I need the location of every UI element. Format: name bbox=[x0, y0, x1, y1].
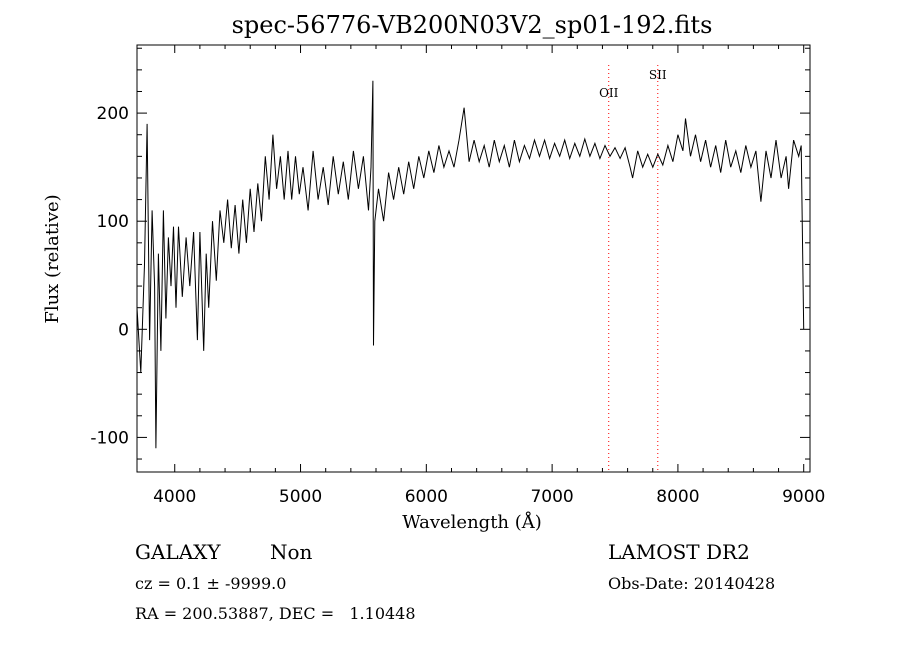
y-axis-label: Flux (relative) bbox=[42, 194, 63, 323]
spectrum-line bbox=[136, 80, 805, 449]
object-class: GALAXY bbox=[135, 540, 221, 564]
observation-date: Obs-Date: 20140428 bbox=[608, 574, 776, 593]
emission-line-label: SII bbox=[649, 68, 667, 82]
x-tick-label: 6000 bbox=[405, 487, 448, 507]
coordinates: RA = 200.53887, DEC = 1.10448 bbox=[135, 604, 416, 623]
y-tick-label: -100 bbox=[90, 428, 129, 448]
x-axis-label: Wavelength (Å) bbox=[402, 511, 542, 533]
chart-title: spec-56776-VB200N03V2_sp01-192.fits bbox=[232, 11, 713, 39]
x-tick-label: 9000 bbox=[782, 487, 825, 507]
y-tick-label: 0 bbox=[118, 320, 129, 340]
emission-line-label: OII bbox=[599, 86, 619, 100]
plot-frame bbox=[136, 44, 811, 473]
x-tick-label: 8000 bbox=[656, 487, 699, 507]
y-tick-label: 100 bbox=[97, 212, 129, 232]
object-subclass: Non bbox=[270, 540, 313, 564]
x-tick-label: 5000 bbox=[279, 487, 322, 507]
y-tick-label: 200 bbox=[97, 104, 129, 124]
x-tick-label: 7000 bbox=[530, 487, 573, 507]
redshift-info: cz = 0.1 ± -9999.0 bbox=[135, 574, 287, 593]
x-tick-label: 4000 bbox=[153, 487, 196, 507]
survey-name: LAMOST DR2 bbox=[608, 540, 750, 564]
